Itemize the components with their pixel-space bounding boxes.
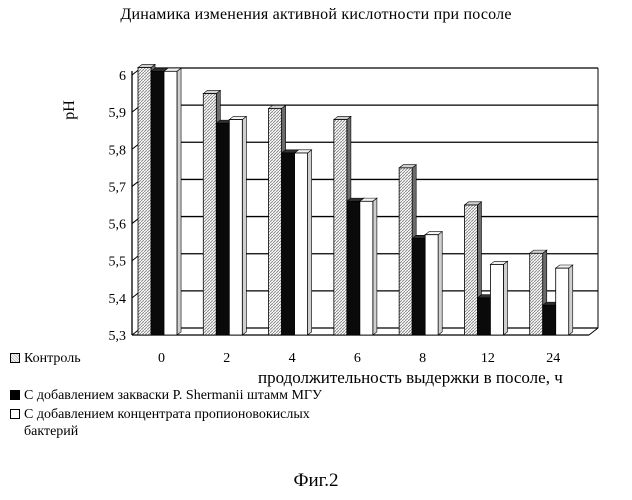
bar-side	[242, 116, 246, 335]
y-tick-label: 5,6	[109, 218, 127, 233]
floor-edge	[589, 328, 598, 335]
legend-item-control: Контроль	[10, 350, 364, 367]
bar-front	[347, 201, 360, 335]
bar-front	[295, 153, 308, 335]
legend-swatch-black	[10, 390, 20, 400]
bar-front	[269, 108, 282, 335]
bar-front	[360, 201, 373, 335]
bar-front	[412, 238, 425, 335]
y-tick-label: 6	[119, 69, 126, 84]
bar-front	[464, 205, 477, 335]
bar-side	[503, 261, 507, 335]
bar-front	[490, 264, 503, 335]
bar-side	[373, 198, 377, 335]
x-tick-label: 12	[481, 351, 495, 366]
y-tick-label: 5,5	[109, 255, 127, 270]
bar	[229, 116, 246, 335]
bar-front	[229, 120, 242, 335]
bar-side	[177, 68, 181, 335]
legend: Контроль С добавлением закваски P. Sherm…	[10, 350, 364, 440]
bar	[164, 68, 181, 335]
x-tick-label: 24	[546, 351, 560, 366]
bar	[360, 198, 377, 335]
bar-side	[569, 265, 573, 335]
bar	[425, 232, 442, 335]
legend-swatch-white	[10, 409, 20, 419]
bar-front	[151, 71, 164, 335]
legend-label: Контроль	[24, 350, 364, 367]
legend-item-starter: С добавлением закваски P. Shermanii штам…	[10, 387, 364, 404]
bar-front	[477, 298, 490, 335]
bar-front	[334, 120, 347, 335]
bar-front	[164, 71, 177, 335]
bar	[295, 150, 312, 335]
y-axis-label: pH	[61, 100, 78, 120]
bar-side	[438, 232, 442, 335]
y-tick-label: 5,3	[109, 329, 127, 344]
legend-swatch-hatched	[10, 353, 20, 363]
bar-front	[216, 123, 229, 335]
bar-front	[203, 94, 216, 335]
bar-front	[282, 153, 295, 335]
y-tick-label: 5,4	[109, 292, 127, 307]
y-tick-label: 5,7	[109, 180, 127, 195]
figure-caption: Фиг.2	[0, 470, 632, 492]
legend-label: С добавлением концентрата пропионовокисл…	[24, 406, 364, 440]
legend-item-concentrate: С добавлением концентрата пропионовокисл…	[10, 406, 364, 440]
bar-front	[425, 235, 438, 335]
bar	[556, 265, 573, 335]
bar-front	[543, 305, 556, 335]
bar-front	[556, 268, 569, 335]
legend-label: С добавлением закваски P. Shermanii штам…	[24, 387, 364, 404]
bar-front	[530, 253, 543, 335]
bar-side	[308, 150, 312, 335]
y-tick-label: 5,8	[109, 143, 127, 158]
x-tick-label: 8	[419, 351, 426, 366]
bar-front	[399, 168, 412, 335]
y-tick-label: 5,9	[109, 106, 127, 121]
bar	[490, 261, 507, 335]
bar-front	[138, 68, 151, 335]
